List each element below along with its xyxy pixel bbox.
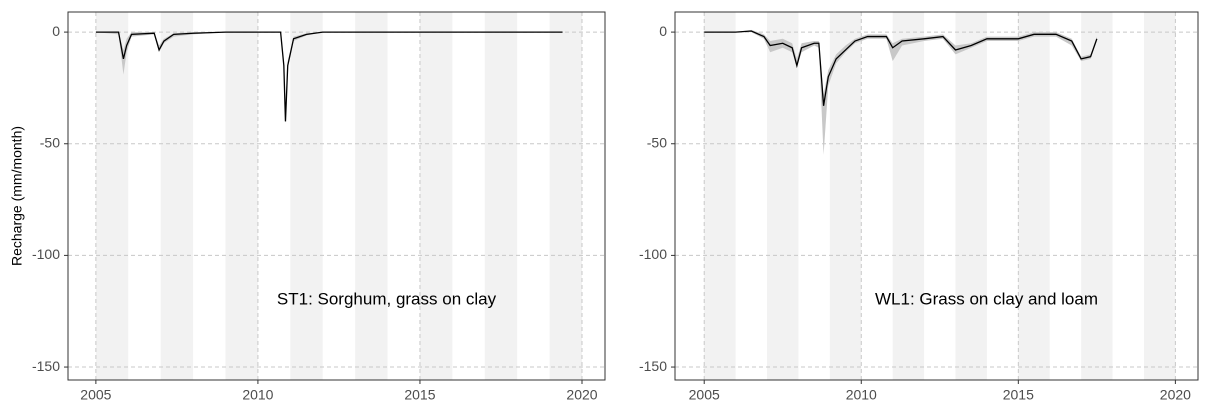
y-tick-label: -150 xyxy=(639,358,667,374)
y-tick-label: 0 xyxy=(52,23,60,39)
x-tick-label: 2015 xyxy=(404,387,435,403)
year-shade xyxy=(1081,12,1113,380)
x-tick-label: 2005 xyxy=(689,387,720,403)
year-shade xyxy=(419,12,453,380)
year-shade xyxy=(955,12,987,380)
y-tick-label: -150 xyxy=(32,358,60,374)
plot-border xyxy=(674,11,1199,381)
y-tick-label: -50 xyxy=(647,134,667,150)
x-tick-label: 2010 xyxy=(242,387,273,403)
y-tick-label: -50 xyxy=(40,134,60,150)
year-shade xyxy=(767,12,799,380)
year-shade xyxy=(1018,12,1050,380)
year-shade xyxy=(290,12,323,380)
year-shade xyxy=(484,12,518,380)
x-tick-label: 2015 xyxy=(1003,387,1034,403)
y-tick-label: -100 xyxy=(639,246,667,262)
plot-background xyxy=(675,12,1198,380)
year-shade xyxy=(355,12,388,380)
y-tick-label: -100 xyxy=(32,246,60,262)
x-tick-label: 2010 xyxy=(846,387,877,403)
year-shade xyxy=(829,12,862,380)
year-shade xyxy=(549,12,582,380)
annotation: ST1: Sorghum, grass on clay xyxy=(277,289,497,308)
y-tick-label: 0 xyxy=(659,23,667,39)
year-shade xyxy=(892,12,925,380)
recharge-line xyxy=(95,31,563,122)
year-shade xyxy=(704,12,736,380)
year-shade xyxy=(95,12,129,380)
year-shade xyxy=(225,12,258,380)
annotation: WL1: Grass on clay and loam xyxy=(875,289,1098,308)
x-tick-label: 2020 xyxy=(1160,387,1191,403)
recharge-line xyxy=(704,30,1098,106)
y-axis-label: Recharge (mm/month) xyxy=(9,126,25,266)
plot-background xyxy=(68,12,605,380)
x-tick-label: 2005 xyxy=(80,387,111,403)
x-tick-label: 2020 xyxy=(566,387,597,403)
plot-border xyxy=(67,11,606,381)
year-shade xyxy=(1143,12,1176,380)
year-shade xyxy=(160,12,194,380)
